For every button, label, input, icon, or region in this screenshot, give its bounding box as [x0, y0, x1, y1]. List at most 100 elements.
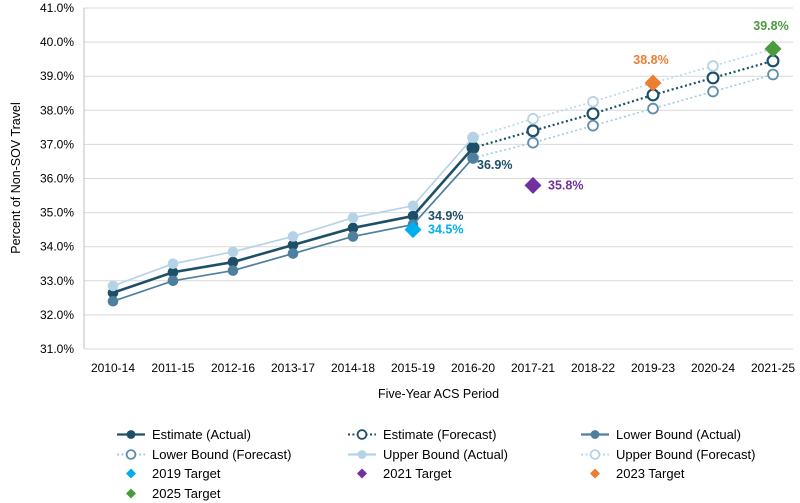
legend-diamond-icon	[590, 468, 600, 479]
legend-item-upper-bound-forecast: Upper Bound (Forecast)	[580, 447, 786, 462]
point-lower-bound-actual	[227, 265, 239, 276]
legend-label: 2019 Target	[152, 466, 221, 482]
y-tick-label: 32.0%	[40, 308, 74, 322]
point-upper-bound-actual	[107, 280, 119, 292]
point-estimate-actual	[407, 210, 419, 222]
point-estimate-actual	[347, 222, 359, 234]
point-lower-bound-actual	[107, 295, 119, 307]
point-estimate-forecast	[706, 71, 720, 85]
target-2025-diamond	[764, 40, 782, 58]
annotation-34.9pct: 34.9%	[428, 209, 463, 223]
legend-item-2025-target: 2025 Target	[116, 486, 347, 501]
x-axis-title: Five-Year ACS Period	[377, 387, 500, 401]
annotation-39.8pct: 39.8%	[753, 19, 788, 33]
series-line-lower-bound-forecast	[472, 73, 774, 159]
x-tick-label: 2015-19	[391, 361, 435, 375]
point-upper-bound-actual	[227, 246, 239, 258]
y-tick-label: 39.0%	[40, 69, 74, 83]
legend-label: Estimate (Forecast)	[383, 427, 497, 443]
legend-diamond-icon	[126, 488, 136, 499]
x-tick-label: 2018-22	[571, 361, 615, 375]
target-2023-diamond	[644, 74, 662, 92]
point-lower-bound-actual	[347, 231, 359, 242]
legend-item-2021-target: 2021 Target	[347, 466, 580, 481]
point-upper-bound-actual	[407, 200, 419, 212]
legend-label: Upper Bound (Forecast)	[616, 446, 756, 462]
legend-line-marker-icon	[581, 430, 609, 440]
legend-item-lower-bound-forecast: Lower Bound (Forecast)	[116, 447, 347, 462]
point-estimate-forecast	[526, 124, 540, 138]
y-tick-label: 37.0%	[40, 137, 74, 151]
series-line-upper-bound-forecast	[472, 48, 774, 139]
legend-label: Upper Bound (Actual)	[383, 446, 509, 462]
point-lower-bound-actual	[287, 248, 299, 259]
point-lower-bound-forecast	[707, 85, 719, 98]
point-upper-bound-forecast	[527, 113, 539, 125]
chart-legend: Estimate (Actual) Estimate (Forecast) Lowe…	[116, 425, 786, 503]
point-lower-bound-forecast	[647, 102, 659, 115]
series-line-estimate-forecast	[472, 59, 774, 149]
point-lower-bound-actual	[467, 152, 479, 164]
legend-line-marker-icon	[117, 448, 145, 460]
x-tick-label: 2017-21	[511, 361, 555, 375]
nonsov-travel-chart: 41.0% 40.0% 39.0% 38.0% 37.0% 36.0% 35.0% 34.0%…	[40, 1, 795, 375]
series-line-upper-bound-actual	[112, 137, 474, 287]
y-tick-label: 34.0%	[40, 240, 74, 254]
y-tick-label: 41.0%	[40, 1, 74, 15]
legend-item-estimate-actual: Estimate (Actual)	[116, 427, 347, 442]
legend-label: 2025 Target	[152, 485, 221, 501]
legend-diamond-icon	[357, 468, 367, 479]
point-estimate-actual	[167, 266, 179, 278]
point-lower-bound-actual	[167, 275, 179, 287]
legend-label: 2021 Target	[383, 466, 452, 482]
point-estimate-actual	[287, 239, 299, 251]
y-tick-label: 35.0%	[40, 206, 74, 220]
target-2021-diamond	[524, 176, 542, 194]
y-tick-label: 36.0%	[40, 172, 74, 186]
y-tick-label: 31.0%	[40, 342, 74, 356]
x-tick-label: 2012-16	[211, 361, 255, 375]
legend-line-marker-icon	[348, 429, 376, 441]
point-lower-bound-forecast	[767, 68, 779, 81]
legend-label: Estimate (Actual)	[152, 427, 251, 443]
legend-item-estimate-forecast: Estimate (Forecast)	[347, 427, 580, 442]
x-tick-label: 2010-14	[91, 361, 135, 375]
point-upper-bound-forecast	[707, 60, 719, 72]
legend-diamond-icon	[126, 468, 136, 479]
point-upper-bound-actual	[287, 231, 299, 242]
legend-line-marker-icon	[117, 430, 145, 440]
x-tick-label: 2013-17	[271, 361, 315, 375]
point-upper-bound-actual	[347, 212, 359, 224]
series-line-estimate-actual	[112, 146, 474, 294]
legend-item-upper-bound-actual: Upper Bound (Actual)	[347, 447, 580, 462]
y-tick-label: 38.0%	[40, 103, 74, 117]
legend-label: Lower Bound (Forecast)	[152, 446, 292, 462]
legend-item-2023-target: 2023 Target	[580, 466, 786, 481]
annotation-34.5pct: 34.5%	[428, 223, 463, 237]
point-estimate-actual	[467, 142, 479, 154]
annotation-36.9pct: 36.9%	[477, 158, 512, 172]
y-axis-title: Percent of Non-SOV Travel	[9, 102, 23, 254]
x-tick-label: 2019-23	[631, 361, 675, 375]
annotation-38.8pct: 38.8%	[633, 53, 668, 67]
x-tick-label: 2021-25	[751, 361, 795, 375]
point-upper-bound-forecast	[587, 95, 599, 108]
point-upper-bound-actual	[467, 132, 479, 143]
x-tick-label: 2011-15	[151, 361, 194, 375]
point-lower-bound-forecast	[527, 136, 539, 149]
point-lower-bound-forecast	[587, 119, 599, 132]
x-tick-label: 2014-18	[331, 361, 375, 375]
legend-item-lower-bound-actual: Lower Bound (Actual)	[580, 427, 786, 442]
point-estimate-forecast	[586, 107, 600, 121]
point-estimate-actual	[227, 256, 239, 268]
point-upper-bound-actual	[167, 258, 179, 270]
legend-item-2019-target: 2019 Target	[116, 466, 347, 481]
annotation-35.8pct: 35.8%	[548, 178, 583, 192]
target-2019-diamond	[404, 221, 422, 239]
legend-line-marker-icon	[348, 449, 376, 459]
legend-label: 2023 Target	[616, 466, 685, 482]
y-tick-label: 40.0%	[40, 35, 74, 49]
y-tick-label: 33.0%	[40, 274, 74, 288]
x-tick-label: 2016-20	[451, 361, 495, 375]
